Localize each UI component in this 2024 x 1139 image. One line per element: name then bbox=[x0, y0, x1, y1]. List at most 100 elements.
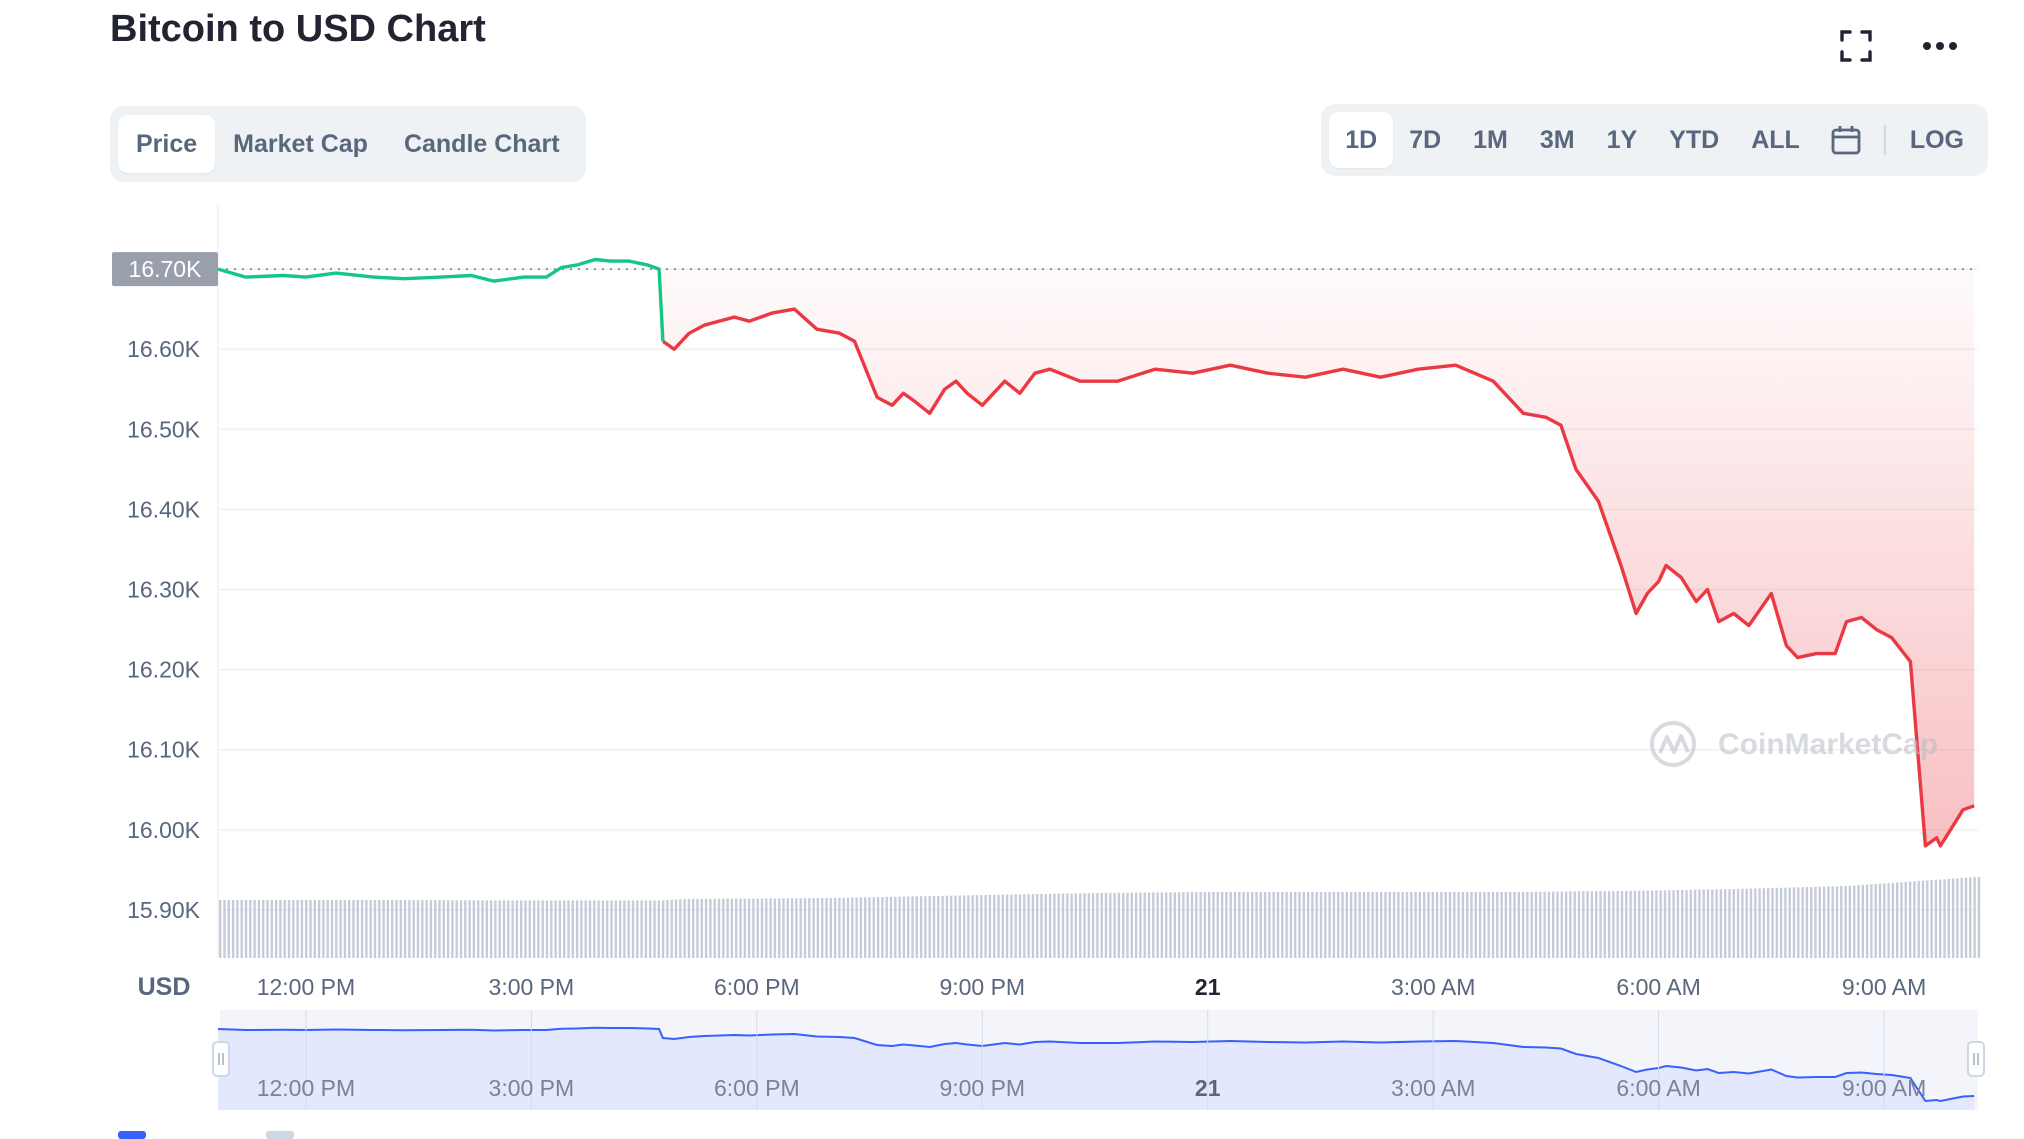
volume-bar bbox=[1457, 892, 1460, 958]
volume-bar bbox=[932, 895, 936, 958]
volume-bar bbox=[468, 900, 471, 958]
volume-bar bbox=[846, 897, 850, 958]
volume-bar bbox=[1822, 886, 1826, 958]
volume-bar bbox=[735, 898, 738, 958]
calendar-icon[interactable] bbox=[1816, 112, 1876, 168]
volume-bar bbox=[339, 900, 342, 958]
y-tick-label: 15.90K bbox=[127, 897, 201, 923]
volume-bar bbox=[726, 898, 729, 958]
x-tick-label: 6:00 AM bbox=[1616, 974, 1700, 1000]
volume-bar bbox=[1233, 892, 1237, 958]
volume-bar bbox=[911, 896, 914, 958]
volume-bar bbox=[360, 900, 364, 958]
volume-bar bbox=[584, 900, 587, 958]
volume-bar bbox=[270, 900, 273, 958]
y-axis-ticks: 16.60K 16.50K 16.40K 16.30K 16.20K 16.10K 16.0… bbox=[127, 336, 201, 923]
volume-bar bbox=[1672, 890, 1675, 958]
y-tick-label: 16.10K bbox=[127, 737, 201, 763]
more-icon[interactable] bbox=[1916, 22, 1964, 70]
volume-bar bbox=[1728, 889, 1731, 958]
volume-bar bbox=[1001, 894, 1004, 958]
range-ytd[interactable]: YTD bbox=[1669, 125, 1720, 154]
volume-bar bbox=[1074, 893, 1078, 958]
navigator-tick-label: 12:00 PM bbox=[257, 1075, 355, 1101]
volume-bar bbox=[1917, 880, 1920, 958]
chart-title: Bitcoin to USD Chart bbox=[110, 8, 486, 50]
volume-bar bbox=[498, 900, 501, 958]
volume-bar bbox=[249, 900, 252, 958]
range-7d[interactable]: 7D bbox=[1409, 125, 1442, 154]
volume-bar bbox=[1844, 886, 1847, 958]
volume-bar bbox=[262, 900, 265, 958]
y-tick-label: 16.00K bbox=[127, 817, 201, 843]
volume-bar bbox=[1564, 891, 1568, 958]
volume-bar bbox=[1268, 892, 1271, 958]
volume-bar bbox=[786, 898, 789, 958]
volume-bar bbox=[1294, 892, 1297, 958]
volume-bar bbox=[1749, 888, 1753, 958]
log-scale-toggle[interactable]: LOG bbox=[1909, 125, 1964, 154]
volume-bar bbox=[274, 900, 278, 958]
volume-bar bbox=[657, 900, 660, 958]
volume-bar bbox=[365, 900, 368, 958]
range-1d[interactable]: 1D bbox=[1329, 112, 1394, 168]
volume-bar bbox=[993, 894, 996, 958]
volume-bar bbox=[1410, 892, 1413, 958]
volume-bar bbox=[782, 898, 785, 958]
volume-bar bbox=[971, 895, 974, 958]
volume-bar bbox=[1887, 883, 1890, 958]
volume-bar bbox=[636, 900, 639, 958]
volume-bar bbox=[1715, 889, 1718, 958]
volume-bar bbox=[1190, 892, 1194, 958]
navigator-left-handle[interactable] bbox=[212, 1041, 230, 1077]
volume-bar bbox=[1337, 892, 1340, 958]
range-1m[interactable]: 1M bbox=[1473, 125, 1508, 154]
volume-bar bbox=[305, 900, 308, 958]
navigator-right-handle[interactable] bbox=[1967, 1041, 1985, 1077]
volume-bar bbox=[1612, 891, 1615, 958]
volume-bar bbox=[1814, 886, 1817, 958]
volume-bar bbox=[773, 898, 777, 958]
volume-bar bbox=[455, 900, 458, 958]
navigator-tick-label: 3:00 AM bbox=[1391, 1075, 1475, 1101]
volume-bar bbox=[1741, 888, 1744, 958]
volume-bar bbox=[709, 898, 712, 958]
tab-market-cap[interactable]: Market Cap bbox=[233, 129, 368, 158]
volume-bar bbox=[666, 900, 669, 958]
volume-bar bbox=[1362, 892, 1366, 958]
volume-bar bbox=[1517, 891, 1520, 958]
range-all[interactable]: ALL bbox=[1751, 125, 1800, 154]
volume-bar bbox=[717, 898, 721, 958]
volume-bar bbox=[653, 900, 656, 958]
volume-bar bbox=[885, 896, 888, 958]
volume-bar bbox=[1659, 890, 1662, 958]
volume-bar bbox=[1590, 891, 1594, 958]
fullscreen-icon[interactable] bbox=[1832, 22, 1880, 70]
range-1y[interactable]: 1Y bbox=[1606, 125, 1638, 154]
tab-divider bbox=[1883, 125, 1886, 155]
volume-bar bbox=[425, 900, 428, 958]
volume-bar bbox=[567, 900, 570, 958]
volume-bar bbox=[1010, 894, 1013, 958]
volume-bar bbox=[1427, 892, 1430, 958]
range-3m[interactable]: 3M bbox=[1539, 125, 1575, 154]
volume-bar bbox=[1650, 890, 1654, 958]
volume-bar bbox=[326, 900, 329, 958]
volume-bar bbox=[1560, 891, 1563, 958]
y-tick-label: 16.40K bbox=[127, 496, 201, 522]
volume-bar bbox=[670, 899, 673, 958]
tab-price[interactable]: Price bbox=[118, 115, 216, 173]
volume-bar bbox=[1134, 892, 1138, 958]
volume-bar bbox=[1281, 892, 1284, 958]
volume-bar bbox=[1345, 892, 1348, 958]
volume-bar bbox=[1423, 892, 1426, 958]
volume-bar bbox=[997, 894, 1000, 958]
volume-bar bbox=[618, 900, 622, 958]
volume-bar bbox=[954, 895, 957, 958]
y-tick-label: 16.30K bbox=[127, 577, 201, 603]
volume-bar bbox=[928, 896, 931, 958]
volume-bar bbox=[967, 895, 970, 958]
volume-bar bbox=[756, 898, 759, 958]
tab-candle-chart[interactable]: Candle Chart bbox=[403, 129, 560, 158]
volume-bar bbox=[1491, 892, 1495, 958]
